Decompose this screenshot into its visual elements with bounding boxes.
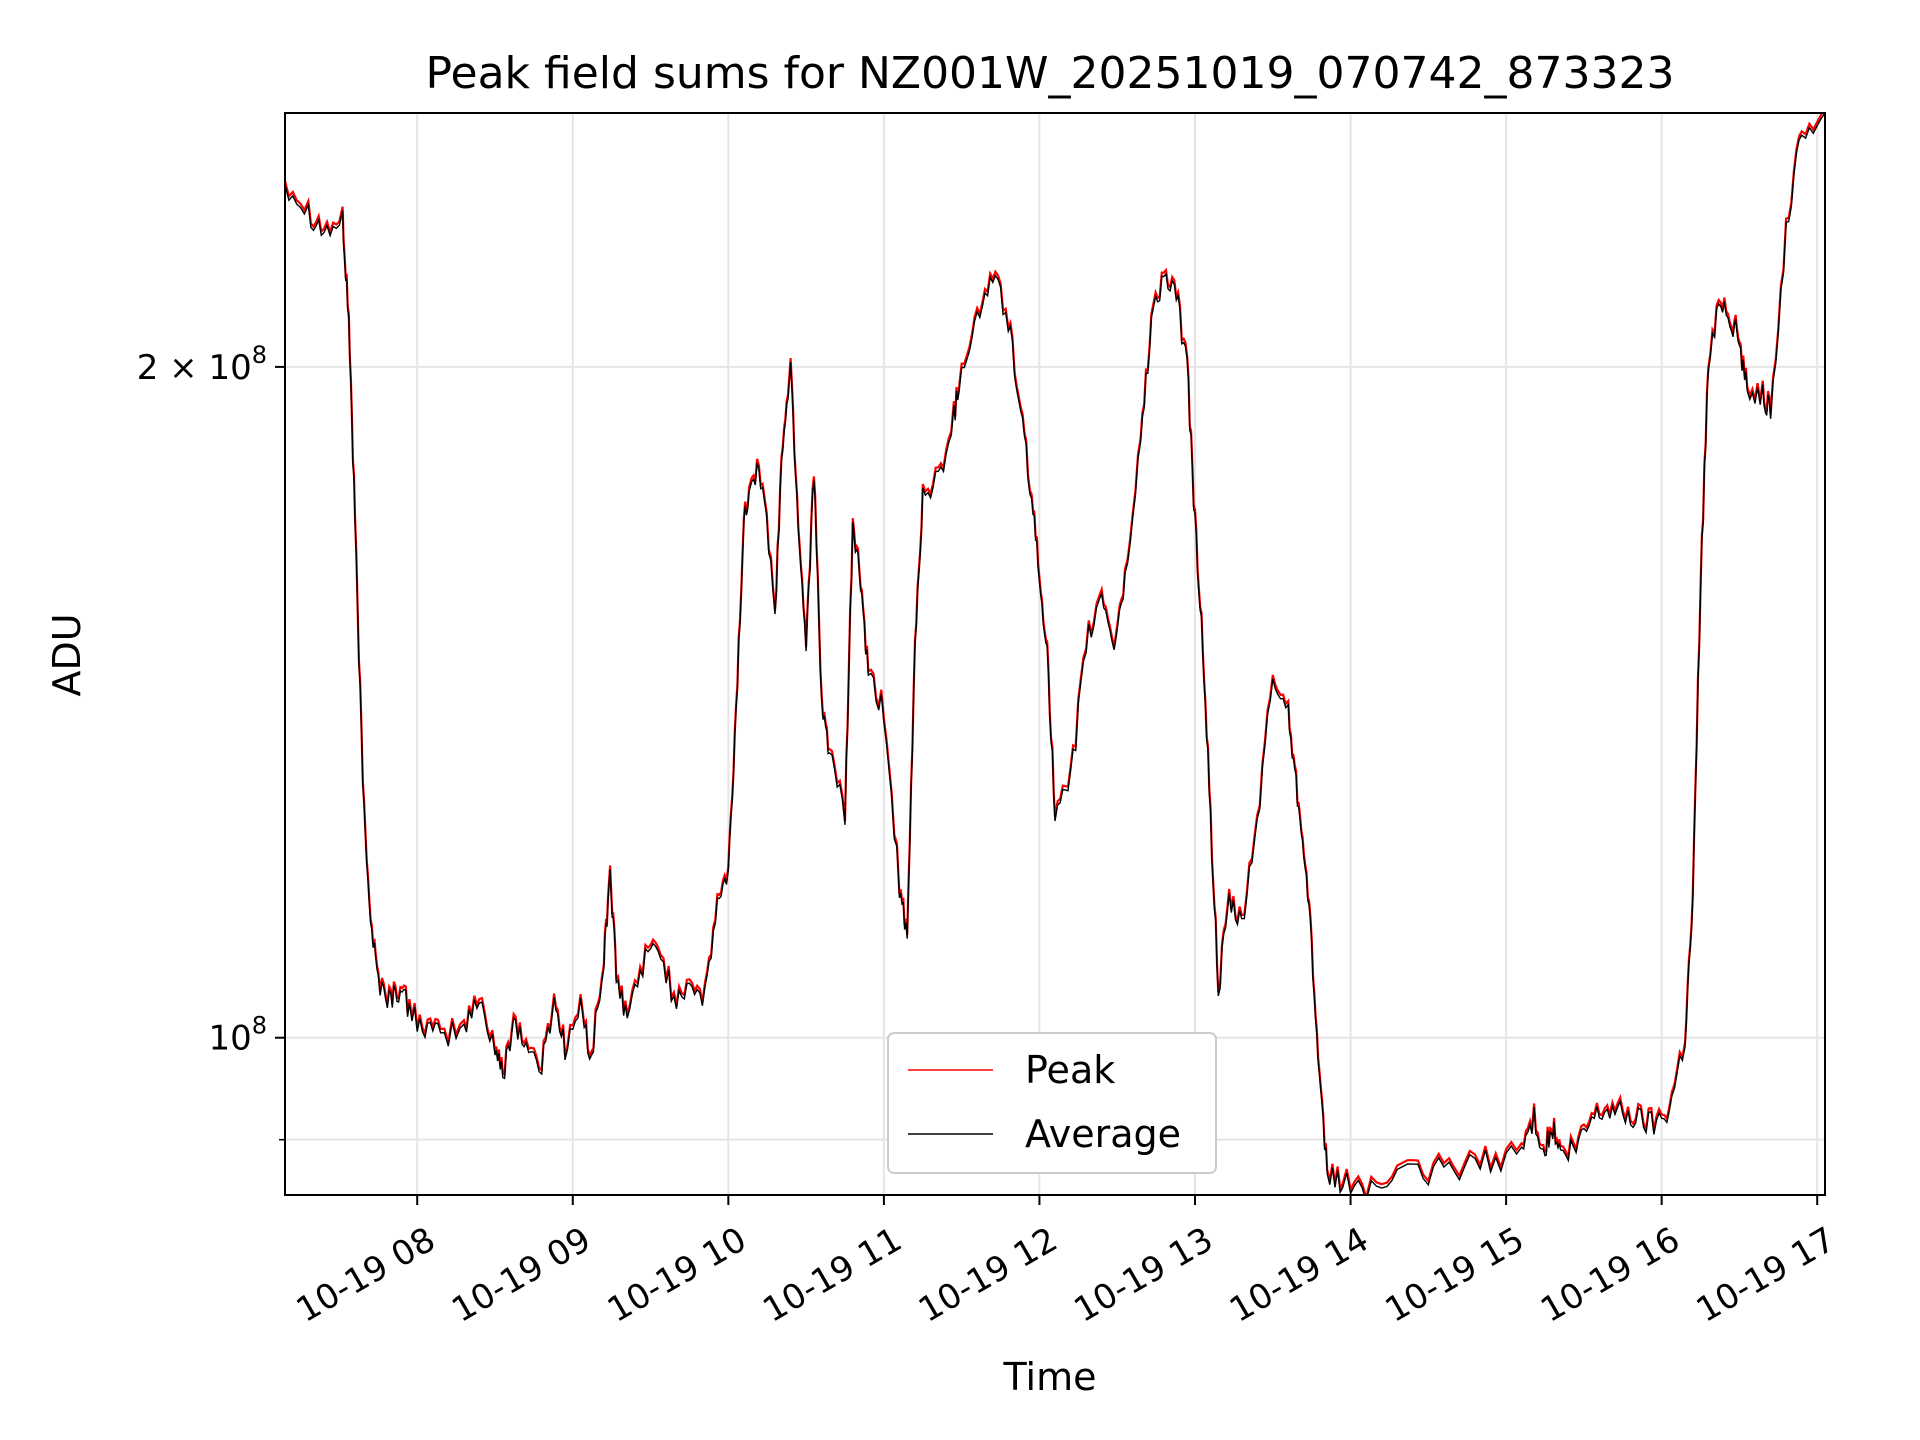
y-tick-label: 108 bbox=[208, 1012, 267, 1059]
x-axis-label: Time bbox=[1003, 1355, 1097, 1399]
y-axis-ticks: 108 2 × 108 bbox=[137, 341, 285, 1141]
series-line-average bbox=[285, 113, 1825, 1195]
plot-area-frame bbox=[284, 112, 1826, 1196]
y-tick-label: 2 × 108 bbox=[137, 341, 267, 388]
chart-title: Peak field sums for NZ001W_20251019_0707… bbox=[426, 48, 1675, 99]
series-lines bbox=[285, 113, 1825, 1195]
legend-peak-label: Peak bbox=[1025, 1048, 1115, 1092]
legend-average-label: Average bbox=[1025, 1112, 1181, 1156]
legend: Peak Average bbox=[887, 1032, 1217, 1174]
legend-box bbox=[887, 1032, 1217, 1174]
y-axis-label: ADU bbox=[45, 613, 89, 696]
